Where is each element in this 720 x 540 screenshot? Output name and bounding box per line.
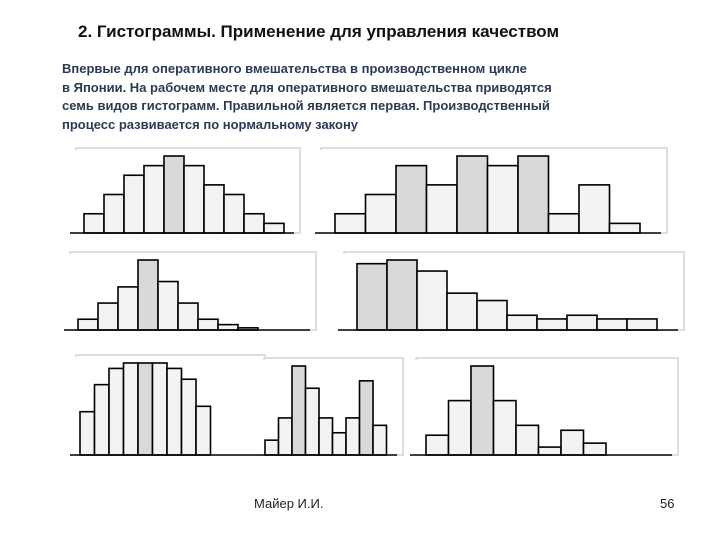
histogram-bar <box>456 155 489 234</box>
histogram-bar <box>217 323 239 331</box>
histogram-bar <box>476 299 508 331</box>
histogram-bar <box>304 387 320 456</box>
histogram-bar <box>486 164 519 234</box>
histogram-bar <box>203 184 225 234</box>
histogram-bar <box>626 318 658 331</box>
histogram-7-isolated-peak <box>410 357 679 459</box>
histogram-bar <box>596 318 628 331</box>
histogram-bar <box>117 286 139 331</box>
histogram-bar <box>291 365 307 456</box>
body-line: процесс развивается по нормальному закон… <box>62 116 359 132</box>
histogram-bar <box>515 424 540 456</box>
body-line: в Японии. На рабочем месте для оперативн… <box>62 79 552 95</box>
histogram-bar <box>395 164 428 234</box>
histogram-bar <box>93 383 110 456</box>
histogram-bar <box>318 417 334 456</box>
histogram-svg <box>258 357 404 456</box>
histogram-bar <box>334 212 367 234</box>
histogram-bar <box>372 424 388 456</box>
histogram-bar <box>83 212 105 234</box>
histogram-bar <box>163 155 185 234</box>
histogram-bar <box>183 164 205 234</box>
histogram-bar <box>492 399 517 456</box>
histogram-bar <box>197 318 219 331</box>
histogram-bar <box>364 193 397 234</box>
histogram-svg <box>410 357 679 456</box>
histogram-bar <box>108 367 125 456</box>
histogram-bar <box>137 259 159 331</box>
histogram-bar <box>537 446 562 456</box>
histogram-1-normal <box>70 147 301 237</box>
histogram-6-bimodal <box>258 357 404 459</box>
histogram-bar <box>517 155 550 234</box>
histogram-bar <box>97 302 119 331</box>
histogram-svg <box>315 147 668 234</box>
histogram-bar <box>578 184 611 234</box>
histogram-bar <box>103 193 125 234</box>
slide-title: 2. Гистограммы. Применение для управлени… <box>78 22 560 41</box>
histogram-bar <box>122 362 139 456</box>
histogram-bar <box>608 222 641 234</box>
histogram-bar <box>263 222 285 234</box>
histogram-bar <box>547 212 580 234</box>
histogram-svg <box>338 251 685 331</box>
histogram-bar <box>470 365 495 456</box>
histogram-bar <box>123 174 145 234</box>
histogram-svg <box>64 251 317 331</box>
histogram-bar <box>157 280 179 331</box>
histogram-bar <box>345 417 361 456</box>
histogram-bar <box>277 417 293 456</box>
histogram-bar <box>177 302 199 331</box>
histogram-bar <box>386 259 418 331</box>
histogram-3-skewed <box>64 251 317 334</box>
histogram-4-cliff <box>338 251 685 334</box>
histogram-svg <box>70 147 301 234</box>
histogram-bar <box>243 212 265 234</box>
histogram-bar <box>143 164 165 234</box>
histogram-bar <box>264 439 280 456</box>
histogram-bar <box>416 270 448 331</box>
histogram-bar <box>582 442 607 456</box>
histogram-bar <box>358 380 374 456</box>
histogram-bar <box>180 378 197 456</box>
histogram-5-plateau <box>70 354 266 459</box>
histogram-bar <box>447 399 472 456</box>
histogram-bar <box>77 318 99 331</box>
body-line: семь видов гистограмм. Правильной являет… <box>62 98 550 113</box>
histogram-bar <box>137 362 154 456</box>
histogram-bar <box>560 429 585 456</box>
page-number: 56 <box>660 496 675 511</box>
histogram-bar <box>536 318 568 331</box>
histogram-bar <box>446 292 478 331</box>
footer-author: Майер И.И. <box>254 496 324 511</box>
histogram-bar <box>166 367 183 456</box>
histogram-svg <box>70 354 266 456</box>
histogram-bar <box>331 431 347 456</box>
histogram-bar <box>425 184 458 234</box>
histogram-bar <box>79 410 96 456</box>
slide-body-text: Впервые для оперативного вмешательства в… <box>62 60 682 134</box>
histogram-bar <box>151 362 168 456</box>
histogram-bar <box>195 405 212 456</box>
histogram-bar <box>356 262 388 331</box>
body-line: Впервые для оперативного вмешательства в… <box>62 61 527 76</box>
histogram-bar <box>425 434 450 456</box>
histogram-bar <box>566 314 598 331</box>
histogram-2-comb <box>315 147 668 237</box>
histogram-bar <box>223 193 245 234</box>
histogram-bar <box>506 314 538 331</box>
